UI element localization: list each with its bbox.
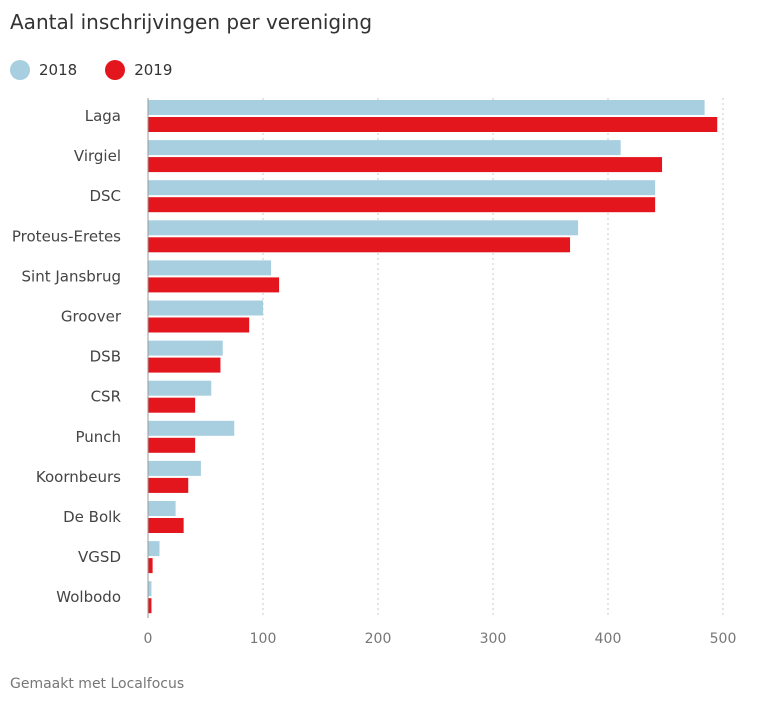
bar-virgiel-2018: [148, 140, 621, 156]
grid-lines: [262, 98, 724, 618]
chart-title: Aantal inschrijvingen per vereniging: [10, 10, 373, 34]
footer-credit: Gemaakt met Localfocus: [10, 676, 185, 692]
legend: 2018 2019: [10, 60, 200, 80]
legend-item-2019[interactable]: 2019: [105, 60, 172, 80]
bar-laga-2018: [148, 100, 705, 115]
bar-wolbodo-2019: [148, 598, 152, 614]
category-labels: Laga Virgiel DSC Proteus-Eretes Sint Jansbru…: [12, 107, 122, 606]
legend-item-2018[interactable]: 2018: [10, 60, 77, 80]
bar-koornbeurs-2019: [148, 477, 189, 493]
bar-sint-jansbrug-2018: [148, 260, 272, 276]
bar-vgsd-2019: [148, 558, 153, 574]
bar-groover-2019: [148, 317, 250, 333]
bar-dsc-2019: [148, 197, 656, 213]
bar-proteus-eretes-2018: [148, 220, 579, 236]
bar-punch-2019: [148, 437, 196, 453]
bars: [148, 100, 718, 614]
bar-laga-2019: [148, 117, 718, 132]
legend-label-2018: 2018: [39, 61, 78, 79]
bar-vgsd-2018: [148, 541, 160, 557]
bar-csr-2019: [148, 397, 196, 413]
bar-de-bolk-2019: [148, 518, 184, 533]
category-label-csr: CSR: [91, 388, 121, 406]
bar-dsb-2019: [148, 357, 221, 373]
bar-koornbeurs-2018: [148, 460, 201, 476]
x-tick-200: 200: [365, 631, 392, 647]
category-label-laga: Laga: [85, 107, 121, 125]
bar-dsc-2018: [148, 180, 656, 196]
category-label-koornbeurs: Koornbeurs: [36, 468, 121, 486]
x-tick-100: 100: [250, 631, 277, 647]
bar-de-bolk-2018: [148, 501, 176, 516]
x-axis-ticks: 0 100 200 300 400 500: [144, 631, 737, 647]
category-label-dsb: DSB: [90, 348, 121, 366]
x-tick-0: 0: [144, 631, 153, 647]
category-label-de-bolk: De Bolk: [63, 508, 121, 526]
category-label-groover: Groover: [61, 308, 122, 326]
bar-chart: Laga Virgiel DSC Proteus-Eretes Sint Jansbru…: [12, 98, 737, 647]
bar-csr-2018: [148, 380, 212, 396]
category-label-virgiel: Virgiel: [74, 147, 121, 165]
category-label-proteus-eretes: Proteus-Eretes: [12, 227, 121, 245]
legend-swatch-2019: [105, 60, 126, 80]
category-label-punch: Punch: [75, 428, 121, 446]
bar-groover-2018: [148, 300, 263, 316]
x-tick-500: 500: [710, 631, 737, 647]
category-label-sint-jansbrug: Sint Jansbrug: [22, 267, 122, 285]
category-label-vgsd: VGSD: [78, 548, 121, 566]
bar-sint-jansbrug-2019: [148, 277, 280, 293]
bar-punch-2018: [148, 420, 235, 436]
bar-proteus-eretes-2019: [148, 237, 571, 253]
x-tick-300: 300: [480, 631, 507, 647]
bar-wolbodo-2018: [148, 581, 152, 597]
bar-dsb-2018: [148, 340, 223, 356]
x-tick-400: 400: [595, 631, 622, 647]
legend-label-2019: 2019: [134, 61, 173, 79]
category-label-dsc: DSC: [89, 187, 121, 205]
category-label-wolbodo: Wolbodo: [56, 588, 121, 606]
legend-swatch-2018: [10, 60, 30, 80]
bar-virgiel-2019: [148, 157, 663, 173]
